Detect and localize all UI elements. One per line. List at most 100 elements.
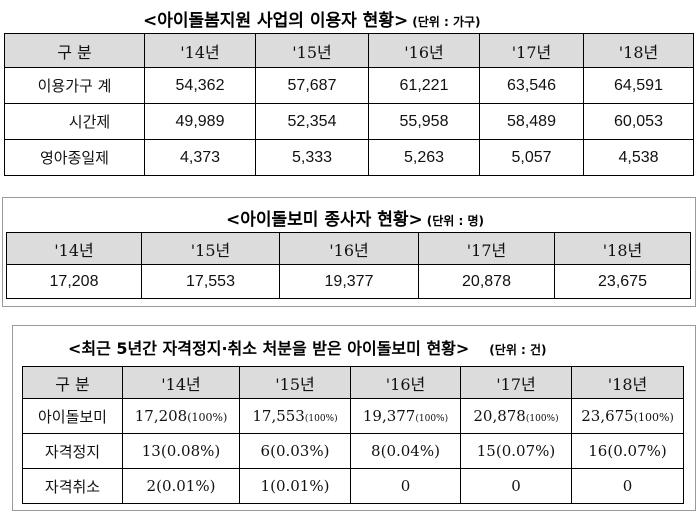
row-label: 자격취소	[22, 468, 123, 504]
cell-number: 0	[622, 477, 633, 495]
table-cell: 0	[460, 468, 572, 504]
table2-frame	[2, 197, 696, 307]
table-cell: 13(0.08%)	[122, 433, 240, 469]
table-cell: 4,538	[583, 139, 694, 176]
row-label: 아이돌보미	[22, 398, 123, 434]
table-cell: 17,553	[141, 264, 280, 299]
table3-title-text: <최근 5년간 자격정지·취소 처분을 받은 아이돌보미 현황>	[68, 339, 470, 358]
table3-header-cell: '14년	[122, 366, 240, 399]
table3-suspension-revocation: 구 분 '14년 '15년 '16년 '17년 '18년 아이돌보미 17,20…	[22, 366, 684, 504]
cell-number: 20,878	[473, 407, 526, 425]
table1-user-households: 구 분 '14년 '15년 '16년 '17년 '18년 이용가구 계 54,3…	[4, 33, 694, 176]
table2-header-cell: '16년	[279, 232, 419, 265]
cell-number: 0	[511, 477, 521, 495]
cell-percent: (100%)	[415, 414, 449, 424]
table2-header-cell: '15년	[141, 232, 280, 265]
table1-unit: (단위 : 가구)	[412, 15, 481, 29]
cell-percent: (0.01%)	[156, 477, 216, 495]
table-row: 영아종일제 4,373 5,333 5,263 5,057 4,538	[4, 139, 694, 176]
cell-number: 17,553	[252, 407, 305, 425]
cell-percent: (0.04%)	[380, 442, 440, 460]
cell-percent: (0.01%)	[270, 477, 330, 495]
table-cell: 0	[571, 468, 684, 504]
table1-title-text: <아이돌봄지원 사업의 이용자 현황>	[143, 11, 409, 31]
table-cell: 15(0.07%)	[460, 433, 572, 469]
table-cell: 0	[350, 468, 461, 504]
table3-header-row: 구 분 '14년 '15년 '16년 '17년 '18년	[22, 366, 684, 399]
row-label: 이용가구 계	[4, 67, 145, 104]
cell-percent: (100%)	[525, 414, 559, 424]
cell-percent: (100%)	[187, 411, 228, 424]
table3-header-cell: '16년	[350, 366, 461, 399]
table-cell: 20,878(100%)	[460, 398, 572, 434]
table-cell: 6(0.03%)	[239, 433, 351, 469]
table2-header-cell: '17년	[418, 232, 555, 265]
cell-number: 13	[141, 442, 161, 460]
table-cell: 55,958	[368, 103, 480, 140]
table-cell: 60,053	[583, 103, 694, 140]
cell-percent: (0.07%)	[495, 442, 556, 460]
table-row: 아이돌보미 17,208(100%) 17,553(100%) 19,377(1…	[22, 398, 684, 434]
table-cell: 19,377(100%)	[350, 398, 461, 434]
table1-header-cell: '17년	[479, 33, 584, 68]
table-cell: 5,333	[255, 139, 369, 176]
row-label: 영아종일제	[4, 139, 145, 176]
cell-number: 8	[371, 442, 381, 460]
table-cell: 52,354	[255, 103, 369, 140]
table3-unit: (단위 : 건)	[489, 343, 547, 357]
table2-title: <아이돌보미 종사자 현황> (단위 : 명)	[226, 205, 484, 230]
table-cell: 16(0.07%)	[571, 433, 684, 469]
table-cell: 58,489	[479, 103, 584, 140]
table-row: 자격취소 2(0.01%) 1(0.01%) 0 0 0	[22, 468, 684, 504]
table2-unit: (단위 : 명)	[426, 214, 484, 228]
table-cell: 63,546	[479, 67, 584, 104]
cell-percent: (100%)	[633, 411, 674, 424]
table-cell: 1(0.01%)	[239, 468, 351, 504]
table2-header-cell: '14년	[6, 232, 142, 265]
table-cell: 2(0.01%)	[122, 468, 240, 504]
table3-header-cell: '15년	[239, 366, 351, 399]
table-cell: 20,878	[418, 264, 555, 299]
table1-header-row: 구 분 '14년 '15년 '16년 '17년 '18년	[4, 33, 694, 68]
table2-title-text: <아이돌보미 종사자 현황>	[226, 210, 423, 230]
table-cell: 5,057	[479, 139, 584, 176]
table2-header-row: '14년 '15년 '16년 '17년 '18년	[6, 232, 691, 265]
table3-title: <최근 5년간 자격정지·취소 처분을 받은 아이돌보미 현황> (단위 : 건)	[68, 335, 547, 359]
cell-number: 16	[588, 442, 608, 460]
table-row: 자격정지 13(0.08%) 6(0.03%) 8(0.04%) 15(0.07…	[22, 433, 684, 469]
table-row: 17,208 17,553 19,377 20,878 23,675	[6, 264, 691, 299]
cell-percent: (0.07%)	[607, 442, 667, 460]
table3-header-cell: '17년	[460, 366, 572, 399]
table-cell: 17,208(100%)	[122, 398, 240, 434]
table-cell: 8(0.04%)	[350, 433, 461, 469]
row-label: 자격정지	[22, 433, 123, 469]
table1-title: <아이돌봄지원 사업의 이용자 현황> (단위 : 가구)	[143, 6, 481, 31]
row-label: 시간제	[4, 103, 145, 140]
cell-number: 1	[260, 477, 271, 495]
table-cell: 23,675	[554, 264, 691, 299]
table-cell: 17,208	[6, 264, 142, 299]
table-row: 이용가구 계 54,362 57,687 61,221 63,546 64,59…	[4, 67, 694, 104]
table1-header-cell: '15년	[255, 33, 369, 68]
table1-header-cell: 구 분	[4, 33, 145, 68]
cell-number: 0	[400, 477, 411, 495]
table1-header-cell: '18년	[583, 33, 694, 68]
table2-caregiver-workers: '14년 '15년 '16년 '17년 '18년 17,208 17,553 1…	[6, 232, 691, 299]
table-cell: 19,377	[279, 264, 419, 299]
table-cell: 64,591	[583, 67, 694, 104]
cell-number: 17,208	[134, 407, 188, 425]
table-cell: 57,687	[255, 67, 369, 104]
table3-header-cell: 구 분	[22, 366, 123, 399]
cell-number: 6	[260, 442, 271, 460]
table-cell: 4,373	[144, 139, 256, 176]
table2-header-cell: '18년	[554, 232, 691, 265]
cell-number: 23,675	[581, 407, 634, 425]
table-cell: 5,263	[368, 139, 480, 176]
table-row: 시간제 49,989 52,354 55,958 58,489 60,053	[4, 103, 694, 140]
table3-header-cell: '18년	[571, 366, 684, 399]
cell-number: 15	[476, 442, 496, 460]
cell-number: 2	[146, 477, 157, 495]
table-cell: 49,989	[144, 103, 256, 140]
table1-header-cell: '14년	[144, 33, 256, 68]
cell-percent: (0.08%)	[160, 442, 221, 460]
